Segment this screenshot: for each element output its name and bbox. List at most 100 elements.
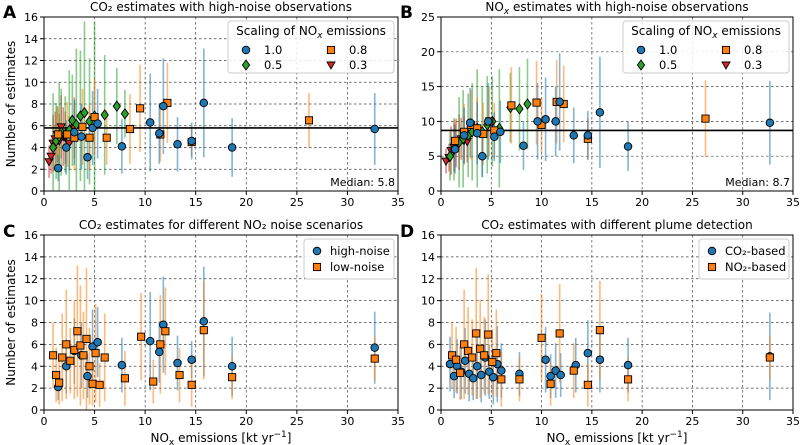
data-point-no2: [515, 375, 524, 384]
x-tick-label: 30: [340, 196, 354, 209]
legend-marker: [312, 262, 322, 272]
panel-letter: A: [3, 3, 17, 23]
x-tick-label: 10: [535, 196, 549, 209]
y-axis-label: Number of estimates: [4, 259, 18, 385]
data-point-low: [66, 356, 75, 365]
x-tick-label: 5: [91, 196, 98, 209]
data-point-high: [155, 347, 164, 357]
data-point-low: [58, 353, 67, 362]
legend-marker: [707, 246, 717, 256]
data-point-s10: [173, 139, 182, 149]
x-tick-label: 0: [438, 415, 445, 428]
data-point-no2: [569, 366, 578, 375]
data-point-no2: [546, 379, 555, 388]
data-point-low: [149, 377, 158, 386]
legend-marker: [326, 61, 336, 70]
y-tick-label: 10: [421, 295, 435, 308]
plot-area: [44, 21, 398, 191]
data-point-s10: [77, 132, 86, 141]
data-point-s10: [93, 119, 102, 128]
data-point-s05: [445, 150, 455, 162]
legend-label: CO₂-based: [725, 244, 786, 258]
legend-label: 0.8: [744, 43, 762, 57]
legend-marker: [241, 59, 251, 71]
legend-box: [622, 20, 790, 74]
axes-frame: [440, 16, 794, 192]
data-point-high: [199, 317, 209, 326]
legend-label: high-noise: [330, 244, 390, 258]
data-point-s08: [125, 124, 135, 134]
data-point-s08: [63, 130, 72, 139]
data-point-s10: [370, 124, 379, 134]
data-point-s10: [551, 117, 560, 126]
data-point-s08: [54, 130, 63, 139]
data-point-s10: [450, 144, 460, 154]
legend-marker: [721, 45, 731, 55]
data-point-s10: [484, 117, 493, 126]
data-point-low: [161, 327, 170, 336]
data-point-low: [82, 334, 91, 343]
data-point-low: [91, 349, 100, 358]
legend-title: Scaling of NOx​ emissions: [236, 24, 386, 41]
data-point-co2: [460, 356, 470, 366]
data-point-s05: [515, 103, 524, 115]
legend-title: Scaling of NOx​ emissions: [631, 24, 781, 41]
data-point-low: [73, 327, 82, 336]
legend-label: 1.0: [659, 43, 677, 57]
data-point-s10: [465, 118, 475, 128]
legend-marker: [326, 45, 336, 55]
x-tick-label: 25: [290, 196, 304, 209]
x-tick-label: 35: [391, 415, 405, 428]
panel-title: CO₂ estimates with high-noise observatio…: [90, 0, 352, 14]
data-point-s10: [533, 117, 542, 126]
panel-letter: B: [400, 3, 413, 23]
data-point-s10: [145, 118, 155, 127]
data-point-s10: [227, 143, 237, 152]
panel-title: CO₂ estimates with different plume detec…: [481, 218, 753, 232]
legend-box: [303, 238, 395, 280]
legend-marker: [721, 61, 731, 70]
data-point-co2: [583, 348, 593, 358]
data-point-s10: [595, 108, 605, 117]
y-tick-label: 2: [428, 382, 435, 395]
y-tick-label: 16: [24, 229, 38, 242]
legend: Scaling of NOx​ emissions 1.0 0.8 0.5 0.3: [227, 20, 395, 74]
y-tick-label: 10: [24, 76, 38, 89]
panel-title: CO₂ estimates for different NO₂ noise sc…: [79, 218, 363, 232]
x-tick-label: 25: [685, 196, 699, 209]
data-point-low: [228, 373, 237, 382]
data-point-s10: [155, 129, 164, 138]
data-point-co2: [556, 370, 565, 380]
data-point-s10: [496, 127, 505, 137]
legend: CO₂-based NO₂-based: [698, 238, 790, 280]
data-point-no2: [488, 357, 497, 366]
y-tick-label: 4: [31, 142, 38, 155]
y-tick-label: 14: [24, 33, 38, 46]
data-point-low: [52, 370, 61, 380]
data-point-s08: [507, 101, 516, 110]
legend-label: 0.3: [744, 58, 762, 72]
x-tick-label: 5: [488, 196, 495, 209]
y-tick-label: 8: [428, 317, 435, 330]
y-tick-label: 16: [24, 11, 38, 24]
y-tick-label: 2: [31, 382, 38, 395]
y-tick-label: 16: [421, 229, 435, 242]
data-point-low: [85, 362, 94, 371]
data-point-co2: [623, 360, 633, 370]
y-tick-label: 10: [421, 115, 435, 128]
median-label: Median: 5.8: [330, 176, 395, 189]
data-point-low: [137, 332, 146, 341]
legend-marker: [636, 59, 646, 71]
data-point-high: [227, 362, 237, 371]
legend-marker: [241, 45, 251, 55]
data-point-low: [100, 353, 109, 362]
y-tick-label: 0: [428, 185, 435, 198]
legend: high-noise low-noise: [303, 238, 395, 280]
data-point-low: [120, 374, 129, 383]
data-point-s10: [62, 143, 71, 152]
data-point-no2: [456, 368, 465, 377]
data-point-s05: [523, 98, 532, 110]
data-point-low: [187, 380, 196, 389]
data-point-s08: [451, 136, 460, 145]
data-point-s08: [532, 98, 541, 107]
